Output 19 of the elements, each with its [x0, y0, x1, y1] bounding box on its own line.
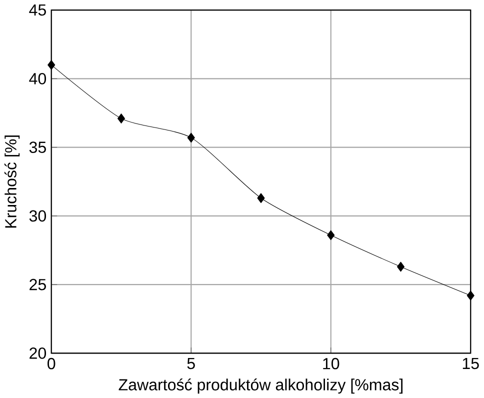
point: [257, 193, 265, 204]
x-axis-title: Zawartość produktów alkoholizy [%mas]: [118, 378, 403, 394]
point: [396, 262, 405, 272]
point: [466, 290, 474, 300]
y-tick-label: 25: [30, 278, 46, 290]
point: [327, 230, 335, 240]
x-tick-label: 10: [323, 358, 340, 370]
x-tick-label: 5: [187, 358, 195, 370]
y-tick-label: 40: [29, 72, 46, 84]
y-tick-label: 30: [29, 210, 46, 222]
y-axis-title: Kruchość [%]: [4, 135, 20, 228]
x-tick-label: 15: [462, 358, 479, 370]
point: [117, 114, 126, 124]
point: [187, 132, 195, 143]
point: [48, 60, 56, 70]
y-tick-label: 35: [29, 142, 46, 153]
y-tick-label: 20: [30, 348, 46, 359]
x-tick-label: 0: [48, 358, 56, 370]
y-tick-label: 45: [29, 4, 46, 16]
